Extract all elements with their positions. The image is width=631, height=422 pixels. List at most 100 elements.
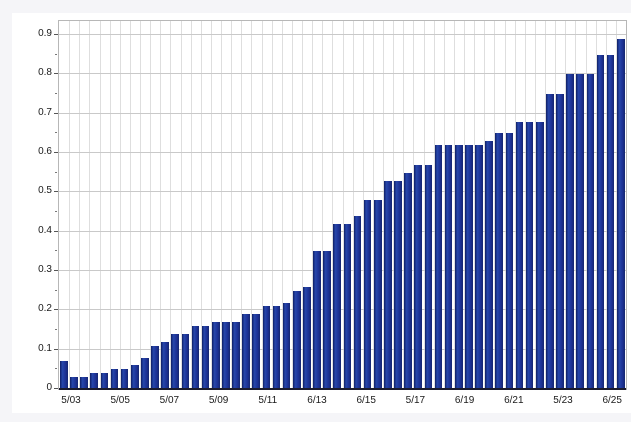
y-axis-tick [54,191,58,193]
gridline-vertical [565,21,567,389]
bar [353,216,362,389]
x-axis-label: 6/19 [454,395,475,406]
y-axis-tick [54,73,58,75]
y-axis-tick [54,152,58,154]
gridline-vertical [129,21,131,389]
gridline-vertical [494,21,496,389]
bar [60,361,68,389]
bar [535,121,544,389]
gridline-vertical [261,21,263,389]
gridline-vertical [383,21,384,389]
gridline-vertical [271,21,273,389]
gridline-vertical [190,21,192,389]
x-axis-label: 5/03 [61,395,81,406]
bar [323,251,331,389]
bar [242,314,250,389]
gridline-vertical [555,21,557,389]
y-axis-minor-tick [55,53,57,55]
x-axis-label: 5/23 [553,395,573,406]
y-axis-minor-tick [55,171,57,173]
x-axis-label: 5/05 [110,395,130,406]
bar [424,164,433,389]
bar [232,322,240,389]
x-axis-label: 6/21 [504,395,524,406]
bar [333,223,342,389]
gridline-vertical [474,21,476,389]
y-axis-label: 0.8 [38,67,52,79]
bar [120,369,129,389]
bar [373,200,382,389]
bar [495,133,504,389]
bar [151,345,159,389]
gridline-vertical [251,21,253,389]
bar [414,164,423,389]
gridline-vertical [200,21,202,389]
bar [222,322,230,389]
x-axis-line [59,388,626,390]
bar [586,74,595,389]
gridline-vertical [210,21,212,389]
gridline-vertical [372,21,374,389]
gridline-vertical [362,21,364,389]
y-axis-label: 0.6 [38,146,52,158]
bar [363,200,372,389]
bar [515,121,524,389]
gridline-vertical [312,21,314,389]
gridline-horizontal [59,191,626,193]
bar [566,74,574,389]
gridline-horizontal [59,309,626,311]
gridline-vertical [302,21,303,389]
bar [272,306,281,389]
x-axis-label: 6/25 [602,395,622,406]
gridline-vertical [524,21,526,389]
y-axis-label: 0.3 [38,264,52,276]
bar [80,377,88,389]
y-axis-label: 0.1 [38,342,52,354]
y-axis-tick [54,112,58,114]
gridline-vertical [332,21,334,389]
gridline-vertical [241,21,243,389]
y-axis-label: 0.7 [38,106,52,118]
y-axis-label: 0 [46,382,52,393]
gridline-vertical [99,21,101,389]
y-axis-label: 0.9 [38,28,52,40]
x-axis-label: 5/07 [159,395,180,406]
y-axis-label: 0.4 [38,224,52,236]
gridline-vertical [221,21,222,389]
gridline-vertical [534,21,536,389]
bar [191,326,200,389]
y-axis-minor-tick [55,329,57,331]
gridline-vertical [79,21,81,389]
y-axis-label: 0.5 [38,185,52,197]
bar [606,54,615,389]
gridline-vertical [615,21,617,389]
gridline-horizontal [59,270,626,272]
gridline-vertical [291,21,293,389]
bar [313,251,321,389]
gridline-vertical [514,21,516,389]
gridline-vertical [281,21,283,389]
bar [384,180,392,389]
gridline-vertical [585,21,587,389]
gridline-vertical [453,21,455,389]
plot-area [58,20,627,390]
bar [454,145,463,389]
y-axis-minor-tick [55,289,57,291]
gridline-vertical [484,21,486,389]
y-axis-tick [54,34,58,36]
gridline-vertical [69,21,71,389]
bar [404,172,412,389]
bar [262,306,271,389]
bar [211,322,220,389]
gridline-vertical [119,21,121,389]
bar [505,133,514,389]
bar [556,94,564,389]
y-axis-minor-tick [55,93,57,95]
gridline-vertical [231,21,233,389]
x-axis-label: 5/11 [258,395,278,406]
gridline-vertical [443,21,445,389]
gridline-vertical [150,21,152,389]
bar [90,373,99,389]
bar [282,302,291,389]
bar [292,290,301,389]
